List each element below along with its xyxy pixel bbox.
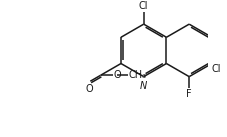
Text: CH₃: CH₃: [128, 70, 146, 80]
Text: O: O: [113, 70, 121, 80]
Text: O: O: [85, 84, 93, 94]
Text: Cl: Cl: [210, 64, 220, 74]
Text: N: N: [139, 81, 147, 91]
Text: Cl: Cl: [138, 1, 148, 11]
Text: F: F: [185, 89, 191, 99]
